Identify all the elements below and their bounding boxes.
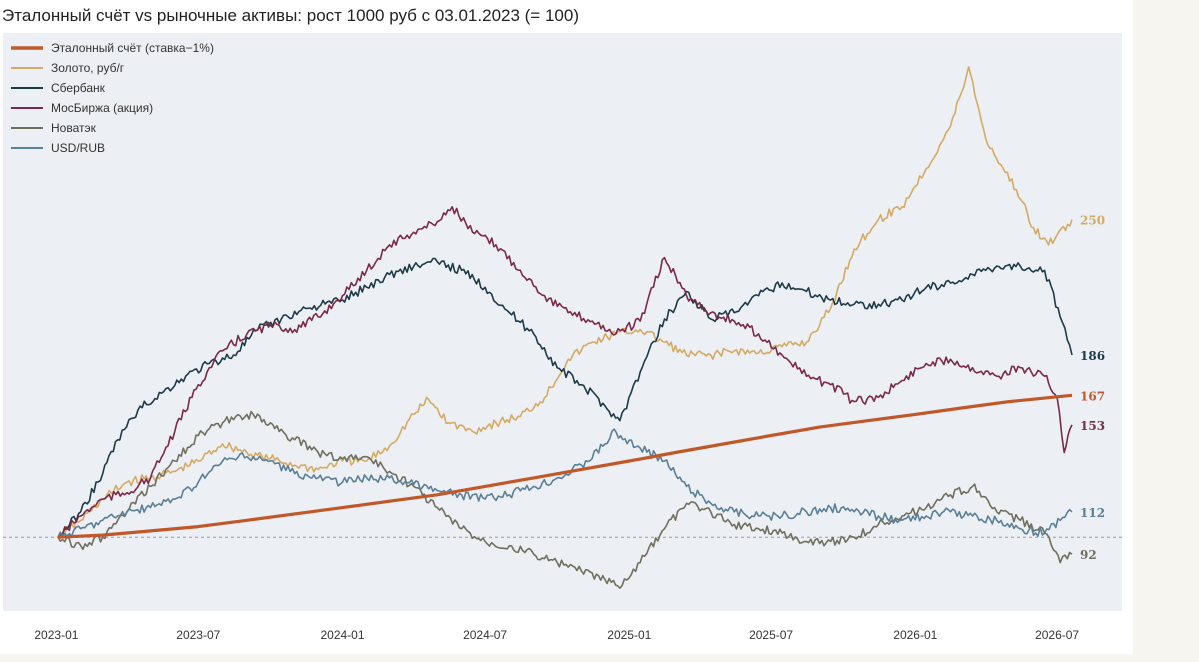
series-line-1 [57,66,1073,538]
legend: Эталонный счёт (ставка−1%) Золото, руб/г С… [11,41,214,155]
x-tick-label-5: 2025-07 [749,628,793,642]
legend-label-1: Золото, руб/г [51,61,125,75]
end-label-0: 167 [1080,389,1105,403]
x-tick-label-1: 2023-07 [176,628,220,642]
x-tick-label-0: 2023-01 [34,628,78,642]
end-label-1: 250 [1080,214,1105,228]
series-line-4 [57,410,1073,589]
x-tick-label-7: 2026-07 [1035,628,1079,642]
end-label-4: 92 [1080,548,1097,562]
x-tick-label-4: 2025-01 [607,628,651,642]
series-line-5 [57,428,1073,538]
x-tick-label-2: 2024-01 [320,628,364,642]
series-line-0 [57,393,1073,539]
legend-label-3: МосБиржа (акция) [51,101,153,115]
end-label-3: 153 [1080,419,1105,433]
series-line-3 [57,206,1073,538]
plot-area [3,33,1122,611]
x-axis-ticks: 2023-01 2023-07 2024-01 2024-07 2025-01 2025-… [34,628,1079,642]
chart-title: Эталонный счёт vs рыночные активы: рост … [2,6,579,25]
legend-label-0: Эталонный счёт (ставка−1%) [51,41,214,55]
end-label-5: 112 [1080,506,1105,520]
end-labels: 167 250 186 153 92 112 [1080,214,1105,563]
legend-label-2: Сбербанк [51,81,106,95]
x-tick-label-3: 2024-07 [463,628,507,642]
end-label-2: 186 [1080,349,1105,363]
legend-label-4: Новатэк [51,121,97,135]
series-layer [57,66,1073,589]
chart-card: Эталонный счёт vs рыночные активы: рост … [0,0,1133,654]
x-tick-label-6: 2026-01 [893,628,937,642]
legend-label-5: USD/RUB [51,141,105,155]
series-line-2 [57,257,1073,538]
